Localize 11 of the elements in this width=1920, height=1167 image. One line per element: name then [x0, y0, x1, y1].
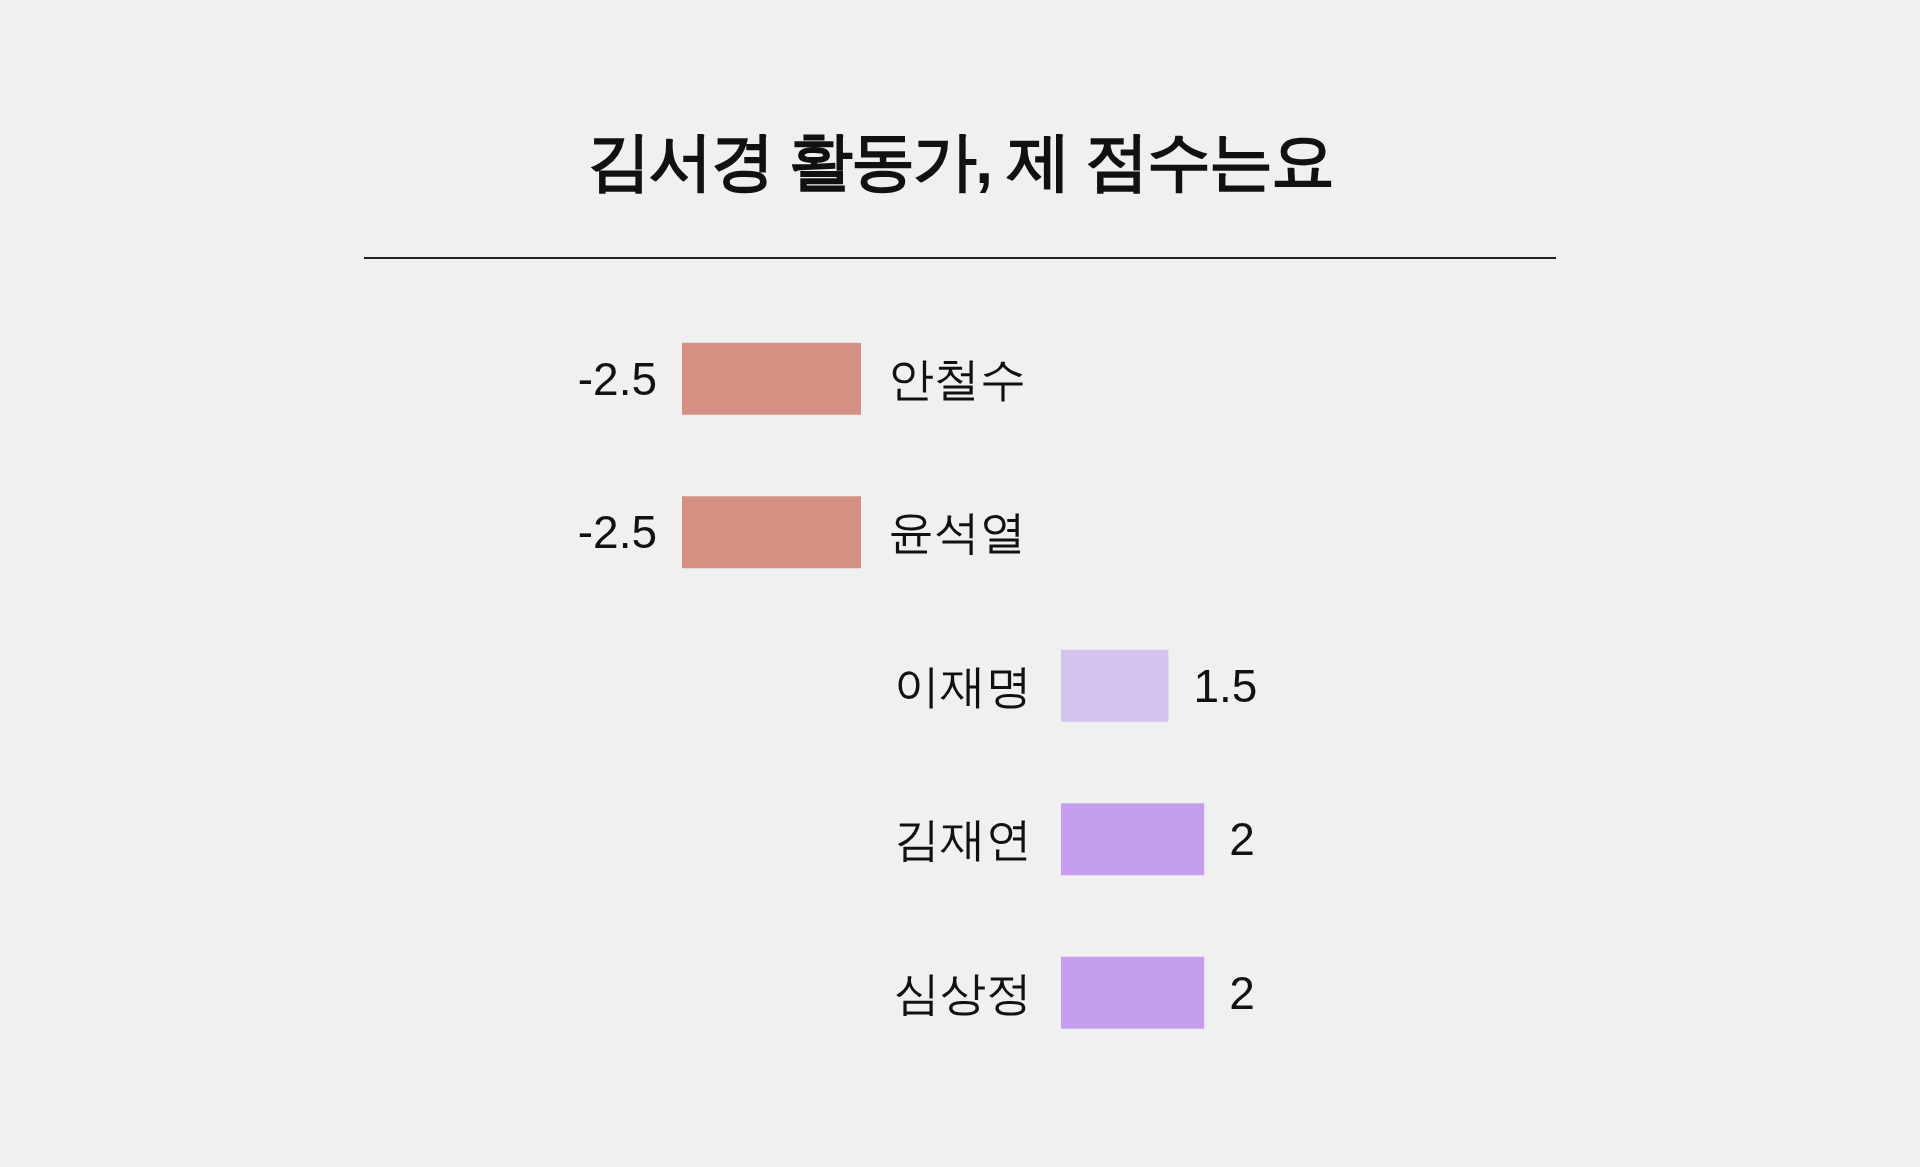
title: 김서경 활동가, 제 점수는요 [587, 125, 1333, 197]
category-label: 김재연 [894, 813, 1032, 866]
category-label: 윤석열 [888, 506, 1026, 559]
data-label: 2 [1229, 966, 1255, 1019]
category-label: 안철수 [888, 352, 1026, 405]
data-label: -2.5 [577, 352, 657, 405]
category-label: 이재명 [894, 659, 1032, 712]
data-label: -2.5 [577, 506, 657, 559]
data-label: 1.5 [1193, 659, 1258, 712]
data-label: 2 [1229, 813, 1255, 866]
category-label: 심상정 [894, 966, 1032, 1019]
